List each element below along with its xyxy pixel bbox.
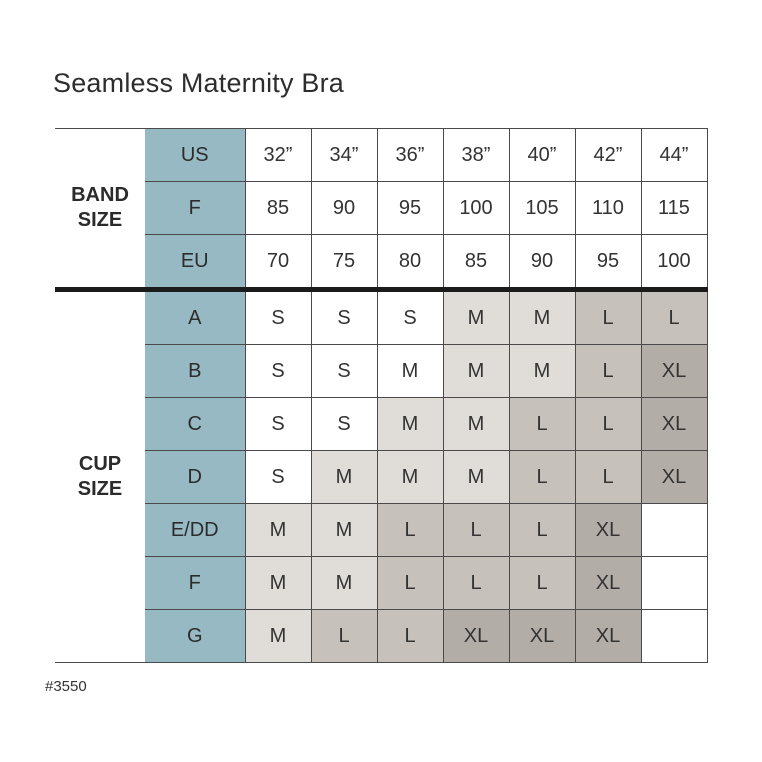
- cup-cell: M: [376, 397, 444, 451]
- band-cell: 40”: [508, 128, 576, 182]
- band-cell: 110: [574, 181, 642, 235]
- page-title: Seamless Maternity Bra: [53, 68, 344, 98]
- cup-row-header-d: D: [145, 450, 246, 504]
- cup-cell: M: [442, 397, 510, 451]
- cup-row-d: D S M M M L L XL: [55, 450, 708, 504]
- cup-row-edd: E/DD M M L L L XL: [55, 503, 708, 557]
- cup-row-a: CUP SIZE A S S S M M L L: [55, 289, 708, 663]
- cup-cell: XL: [640, 450, 708, 504]
- band-cell: 36”: [376, 128, 444, 182]
- cup-row-header-g: G: [145, 609, 246, 663]
- cup-cell: M: [244, 503, 312, 557]
- cup-cell: S: [244, 450, 312, 504]
- band-cell: 90: [310, 181, 378, 235]
- band-cell: 44”: [640, 128, 708, 182]
- cup-cell: M: [244, 609, 312, 663]
- cup-cell: L: [442, 503, 510, 557]
- band-cell: 115: [640, 181, 708, 235]
- cup-cell: XL: [574, 503, 642, 557]
- cup-cell: S: [244, 397, 312, 451]
- cup-cell: XL: [574, 556, 642, 610]
- band-row-header-us: US: [145, 128, 246, 182]
- cup-cell: L: [310, 609, 378, 663]
- cup-cell: L: [574, 397, 642, 451]
- cup-cell: M: [376, 450, 444, 504]
- cup-cell: [640, 556, 708, 610]
- band-row-us: BAND SIZE US 32” 34” 36” 38” 40” 42” 44”: [55, 128, 708, 292]
- cup-cell: S: [244, 289, 312, 345]
- cup-cell: S: [376, 289, 444, 345]
- cup-cell: XL: [442, 609, 510, 663]
- cup-cell: XL: [508, 609, 576, 663]
- band-cell: 85: [442, 234, 510, 292]
- cup-cell: L: [508, 503, 576, 557]
- cup-cell: M: [442, 289, 510, 345]
- cup-cell: [640, 609, 708, 663]
- cup-cell: L: [574, 450, 642, 504]
- cup-row-header-c: C: [145, 397, 246, 451]
- cup-cell: L: [574, 289, 642, 345]
- cup-row-header-edd: E/DD: [145, 503, 246, 557]
- cup-row-header-f: F: [145, 556, 246, 610]
- band-cell: 42”: [574, 128, 642, 182]
- cup-cell: M: [244, 556, 312, 610]
- band-cell: 95: [574, 234, 642, 292]
- cup-cell: S: [244, 344, 312, 398]
- band-row-eu: EU 70 75 80 85 90 95 100: [55, 234, 708, 292]
- cup-cell: L: [574, 344, 642, 398]
- cup-cell: L: [508, 450, 576, 504]
- cup-cell: M: [442, 450, 510, 504]
- cup-cell: [640, 503, 708, 557]
- cup-cell: L: [508, 556, 576, 610]
- band-cell: 80: [376, 234, 444, 292]
- style-number: #3550: [45, 678, 87, 695]
- band-cell: 105: [508, 181, 576, 235]
- cup-cell: S: [310, 397, 378, 451]
- cup-cell: M: [310, 450, 378, 504]
- band-size-label: BAND SIZE: [55, 128, 145, 292]
- band-row-header-eu: EU: [145, 234, 246, 292]
- size-chart-table: BAND SIZE US 32” 34” 36” 38” 40” 42” 44”…: [55, 128, 708, 663]
- cup-row-f: F M M L L L XL: [55, 556, 708, 610]
- cup-cell: S: [310, 289, 378, 345]
- cup-cell: L: [376, 556, 444, 610]
- band-cell: 75: [310, 234, 378, 292]
- cup-cell: M: [508, 344, 576, 398]
- cup-row-header-b: B: [145, 344, 246, 398]
- band-cell: 70: [244, 234, 312, 292]
- cup-cell: M: [310, 556, 378, 610]
- cup-cell: XL: [640, 344, 708, 398]
- cup-cell: M: [310, 503, 378, 557]
- band-row-f: F 85 90 95 100 105 110 115: [55, 181, 708, 235]
- cup-cell: M: [508, 289, 576, 345]
- band-cell: 34”: [310, 128, 378, 182]
- cup-cell: M: [442, 344, 510, 398]
- cup-cell: S: [310, 344, 378, 398]
- band-row-header-f: F: [145, 181, 246, 235]
- band-cell: 100: [442, 181, 510, 235]
- cup-cell: L: [508, 397, 576, 451]
- cup-row-g: G M L L XL XL XL: [55, 609, 708, 663]
- cup-row-header-a: A: [145, 289, 246, 345]
- band-cell: 100: [640, 234, 708, 292]
- cup-cell: L: [376, 609, 444, 663]
- band-cell: 38”: [442, 128, 510, 182]
- band-cell: 90: [508, 234, 576, 292]
- cup-cell: XL: [574, 609, 642, 663]
- cup-cell: L: [442, 556, 510, 610]
- cup-row-c: C S S M M L L XL: [55, 397, 708, 451]
- band-cell: 32”: [244, 128, 312, 182]
- cup-cell: XL: [640, 397, 708, 451]
- cup-cell: L: [640, 289, 708, 345]
- band-cell: 85: [244, 181, 312, 235]
- band-cell: 95: [376, 181, 444, 235]
- cup-row-b: B S S M M M L XL: [55, 344, 708, 398]
- cup-size-label: CUP SIZE: [55, 289, 145, 663]
- cup-cell: L: [376, 503, 444, 557]
- cup-cell: M: [376, 344, 444, 398]
